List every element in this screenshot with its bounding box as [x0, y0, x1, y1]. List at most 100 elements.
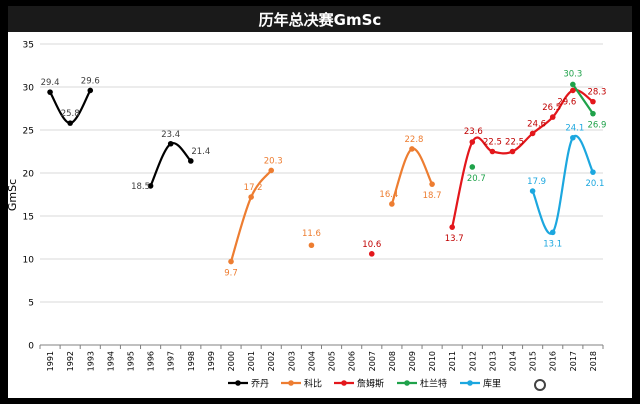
data-label: 29.4 [41, 78, 60, 88]
legend-label: 库里 [483, 378, 501, 390]
y-axis-ticks: 0 5 10 15 20 25 30 35 [23, 41, 35, 352]
data-point [188, 158, 194, 164]
data-point [87, 87, 94, 94]
watermark: 悟空问答 [529, 372, 628, 398]
x-tick-label: 2010 [428, 351, 437, 371]
x-tick-label: 2018 [589, 351, 598, 371]
data-point [590, 98, 596, 105]
x-tick-label: 2014 [509, 351, 518, 371]
y-tick-label: 30 [23, 84, 35, 94]
data-point [489, 148, 496, 155]
x-tick-label: 1993 [86, 351, 95, 371]
legend-marker [235, 380, 241, 386]
data-point [570, 134, 576, 141]
data-point [308, 242, 315, 249]
data-label: 17.9 [527, 177, 546, 187]
x-tick-label: 1991 [46, 351, 55, 371]
y-axis-label: GmSc [6, 179, 19, 211]
data-point [167, 140, 174, 147]
data-point [549, 114, 556, 120]
x-axis: 1991 1992 1993 1994 1995 1996 1997 1998 1999 2000… [39, 345, 604, 371]
data-label: 21.4 [191, 147, 210, 157]
data-label: 26.9 [587, 121, 606, 131]
data-label: 29.6 [557, 97, 576, 107]
x-tick-label: 2011 [448, 351, 457, 371]
chart-background [8, 6, 632, 398]
data-point [529, 188, 536, 194]
x-tick-label: 2006 [348, 351, 357, 371]
data-point [228, 258, 234, 265]
legend-marker [467, 380, 473, 386]
x-tick-label: 2004 [307, 351, 316, 371]
series-points [47, 81, 596, 265]
data-label: 23.4 [161, 130, 180, 140]
x-tick-label: 2005 [328, 351, 337, 371]
data-point [469, 139, 476, 145]
legend: 乔丹 科比 詹姆斯 杜兰特 库里 [228, 378, 501, 390]
data-label: 13.1 [543, 239, 562, 249]
data-point [469, 164, 476, 170]
data-label: 18.5 [131, 182, 150, 192]
x-tick-label: 2016 [549, 351, 558, 371]
y-tick-label: 15 [23, 213, 34, 223]
data-label: 22.5 [505, 138, 524, 148]
x-tick-label: 2009 [408, 351, 417, 371]
data-point [570, 81, 576, 88]
data-point [67, 120, 73, 126]
y-tick-label: 5 [28, 299, 34, 309]
x-tick-label: 2013 [488, 351, 497, 371]
wukong-logo-icon [529, 374, 551, 396]
data-label: 22.5 [483, 138, 502, 148]
x-tick-label: 2003 [287, 351, 296, 371]
data-label: 24.1 [565, 124, 584, 134]
x-tick-label: 2015 [529, 351, 538, 371]
data-label: 28.3 [587, 88, 606, 98]
data-point [549, 229, 556, 236]
data-label: 20.1 [585, 179, 604, 189]
x-tick-label: 1997 [167, 351, 176, 371]
watermark-text: 悟空问答 [556, 377, 628, 398]
chart-title: 历年总决赛GmSc [259, 11, 382, 29]
data-point [570, 87, 576, 94]
data-label: 30.3 [563, 69, 582, 79]
series-line [531, 134, 594, 235]
data-point [268, 167, 275, 174]
x-tick-label: 1998 [187, 351, 196, 371]
data-label: 17.2 [244, 183, 263, 193]
x-tick-label: 2017 [569, 351, 578, 371]
data-point [248, 194, 254, 200]
x-tick-label: 1994 [106, 351, 115, 371]
x-tick-label: 2000 [227, 351, 236, 371]
x-tick-label: 2012 [468, 351, 477, 371]
data-label: 16.4 [379, 190, 398, 200]
x-tick-label: 2007 [368, 351, 377, 371]
x-tick-label: 1999 [207, 351, 216, 371]
data-label: 24.6 [527, 119, 546, 129]
x-tick-label: 1995 [126, 351, 135, 371]
legend-label: 杜兰特 [420, 378, 447, 390]
x-tick-label: 1992 [66, 351, 75, 371]
data-label: 18.7 [423, 191, 442, 201]
gridlines [40, 43, 603, 346]
data-point [590, 110, 596, 117]
data-point [449, 224, 455, 230]
legend-marker [288, 380, 294, 386]
data-point [429, 181, 435, 187]
data-label: 11.6 [302, 229, 321, 239]
data-point [529, 130, 536, 137]
legend-label: 詹姆斯 [357, 378, 384, 390]
legend-marker [341, 380, 347, 386]
data-point [47, 89, 53, 95]
y-tick-label: 10 [23, 256, 35, 266]
title-bar-background [8, 6, 632, 32]
x-tick-label: 2002 [267, 351, 276, 371]
x-tick-label: 2008 [388, 351, 397, 371]
legend-marker [404, 380, 410, 386]
data-label: 9.7 [224, 269, 238, 279]
data-point [409, 146, 415, 152]
data-point [368, 251, 375, 257]
data-label: 25.8 [61, 109, 80, 119]
legend-label: 乔丹 [251, 378, 269, 390]
data-point [590, 169, 596, 175]
